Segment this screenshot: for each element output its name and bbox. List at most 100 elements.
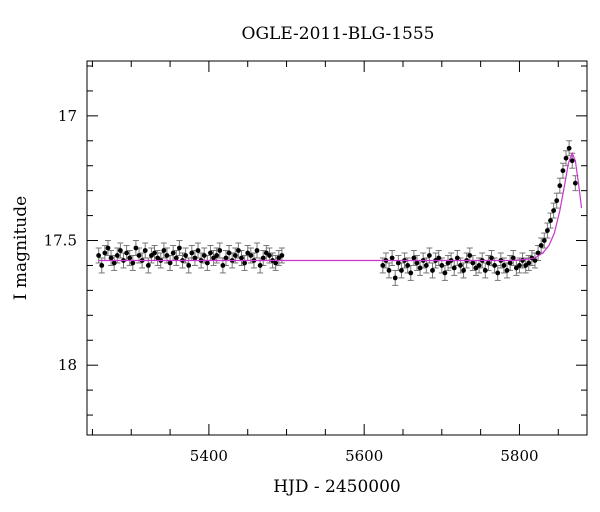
data-point <box>152 250 157 256</box>
data-point <box>504 268 510 273</box>
data-point <box>254 248 260 253</box>
data-point <box>226 250 232 256</box>
y-tick-label: 17 <box>58 107 77 125</box>
data-point <box>235 248 241 253</box>
data-point <box>461 268 466 273</box>
data-point <box>470 260 476 266</box>
data-point <box>167 260 173 266</box>
y-tick-label: 17.5 <box>44 232 77 250</box>
data-point <box>485 260 491 266</box>
data-point <box>563 155 569 161</box>
data-point <box>395 260 401 266</box>
data-point <box>192 255 198 261</box>
data-point <box>405 263 411 268</box>
data-point <box>201 253 207 258</box>
data-point <box>535 250 541 256</box>
data-point <box>136 253 142 258</box>
data-point <box>510 255 516 261</box>
data-point <box>164 253 170 258</box>
data-point <box>426 253 432 258</box>
data-point <box>411 255 417 261</box>
data-point <box>569 158 575 164</box>
x-tick-label: 5600 <box>345 447 383 465</box>
data-point <box>526 260 532 266</box>
data-point <box>417 265 423 271</box>
data-point <box>223 255 229 261</box>
data-point <box>495 270 501 276</box>
data-point <box>458 263 463 268</box>
data-point <box>386 268 392 273</box>
data-point <box>189 250 195 256</box>
data-point <box>111 260 117 266</box>
data-point <box>260 255 266 261</box>
data-point <box>557 183 563 189</box>
data-point <box>454 255 460 261</box>
y-axis-label: I magnitude <box>11 196 31 300</box>
data-point <box>507 260 513 266</box>
data-point <box>548 218 553 223</box>
y-tick-label: 18 <box>58 356 77 374</box>
data-point <box>142 248 148 253</box>
data-point <box>389 255 395 261</box>
data-point <box>430 268 435 273</box>
data-point <box>257 263 263 268</box>
plot-frame <box>86 60 588 436</box>
data-point <box>532 258 538 263</box>
tick-labels: 5400 5600 5800 17 17.5 18 <box>44 107 539 465</box>
data-point <box>572 180 578 186</box>
data-point <box>161 248 167 253</box>
data-point <box>204 260 210 266</box>
data-point <box>501 263 507 268</box>
data-point <box>170 250 176 256</box>
data-point <box>108 255 114 261</box>
data-point <box>560 168 566 174</box>
data-point <box>130 260 136 266</box>
data-point <box>520 258 525 263</box>
data-point <box>566 145 572 151</box>
model-curve <box>98 151 583 262</box>
x-tick-label: 5400 <box>190 447 228 465</box>
data-point <box>242 260 248 266</box>
data-point <box>114 253 120 258</box>
data-point <box>408 270 414 276</box>
data-point <box>124 250 129 256</box>
data-point <box>492 263 498 268</box>
data-point <box>476 263 482 268</box>
data-point <box>482 268 488 273</box>
data-point <box>541 238 547 243</box>
data-point <box>273 260 279 266</box>
data-point <box>208 250 213 256</box>
data-point <box>117 248 123 253</box>
axis-ticks <box>87 61 587 435</box>
data-point <box>442 270 448 276</box>
chart-title: OGLE-2011-BLG-1555 <box>242 24 435 44</box>
data-point <box>551 208 557 214</box>
data-point <box>380 263 386 268</box>
data-point <box>517 263 522 268</box>
x-tick-label: 5800 <box>500 447 538 465</box>
data-point <box>105 245 111 251</box>
data-point <box>545 228 550 233</box>
data-point <box>102 250 108 256</box>
data-point <box>127 255 133 261</box>
x-axis-label: HJD - 2450000 <box>273 477 401 497</box>
data-point <box>145 263 151 268</box>
data-point <box>279 253 285 258</box>
data-point <box>267 253 272 258</box>
data-point <box>176 245 182 251</box>
data-point <box>538 243 544 248</box>
data-point <box>214 253 220 258</box>
data-point <box>186 263 192 268</box>
data-point <box>99 263 105 268</box>
data-point <box>392 275 398 281</box>
data-point <box>423 263 429 268</box>
data-point <box>232 253 238 258</box>
data-point <box>133 245 139 251</box>
data-point <box>96 253 102 258</box>
data-point <box>451 265 457 271</box>
data-point <box>467 253 473 258</box>
data-point <box>173 255 179 261</box>
data-point <box>239 255 244 261</box>
data-point <box>195 248 201 253</box>
